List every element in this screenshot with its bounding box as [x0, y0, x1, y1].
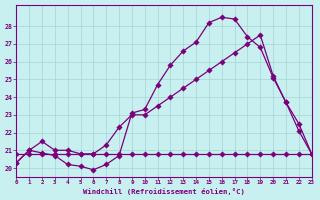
X-axis label: Windchill (Refroidissement éolien,°C): Windchill (Refroidissement éolien,°C) [83, 188, 245, 195]
